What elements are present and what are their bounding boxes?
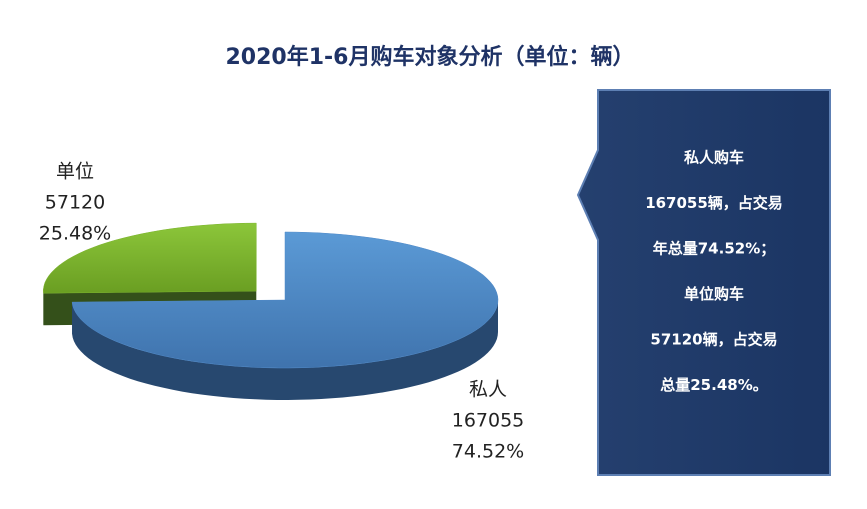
pie (43, 222, 499, 400)
data-label-category: 单位 (56, 161, 94, 183)
pie-slice (43, 222, 257, 294)
chart-title: 2020年1-6月购车对象分析（单位：辆） (226, 44, 635, 70)
data-label-percent: 74.52% (452, 441, 524, 463)
data-label-category: 私人 (469, 379, 507, 401)
data-label-percent: 25.48% (39, 223, 111, 245)
annotation-line: 总量25.48%。 (660, 376, 767, 394)
slice-side (72, 300, 498, 400)
annotation-line: 私人购车 (683, 149, 744, 167)
annotation-line: 单位购车 (684, 285, 744, 303)
annotation-line: 年总量74.52%； (653, 240, 775, 258)
annotation-line: 167055辆，占交易 (645, 194, 783, 212)
pie-slice (71, 231, 499, 369)
data-label-value: 57120 (45, 192, 105, 214)
annotation-line: 57120辆，占交易 (650, 331, 777, 349)
callout-box (576, 89, 831, 476)
data-label-value: 167055 (452, 410, 525, 432)
